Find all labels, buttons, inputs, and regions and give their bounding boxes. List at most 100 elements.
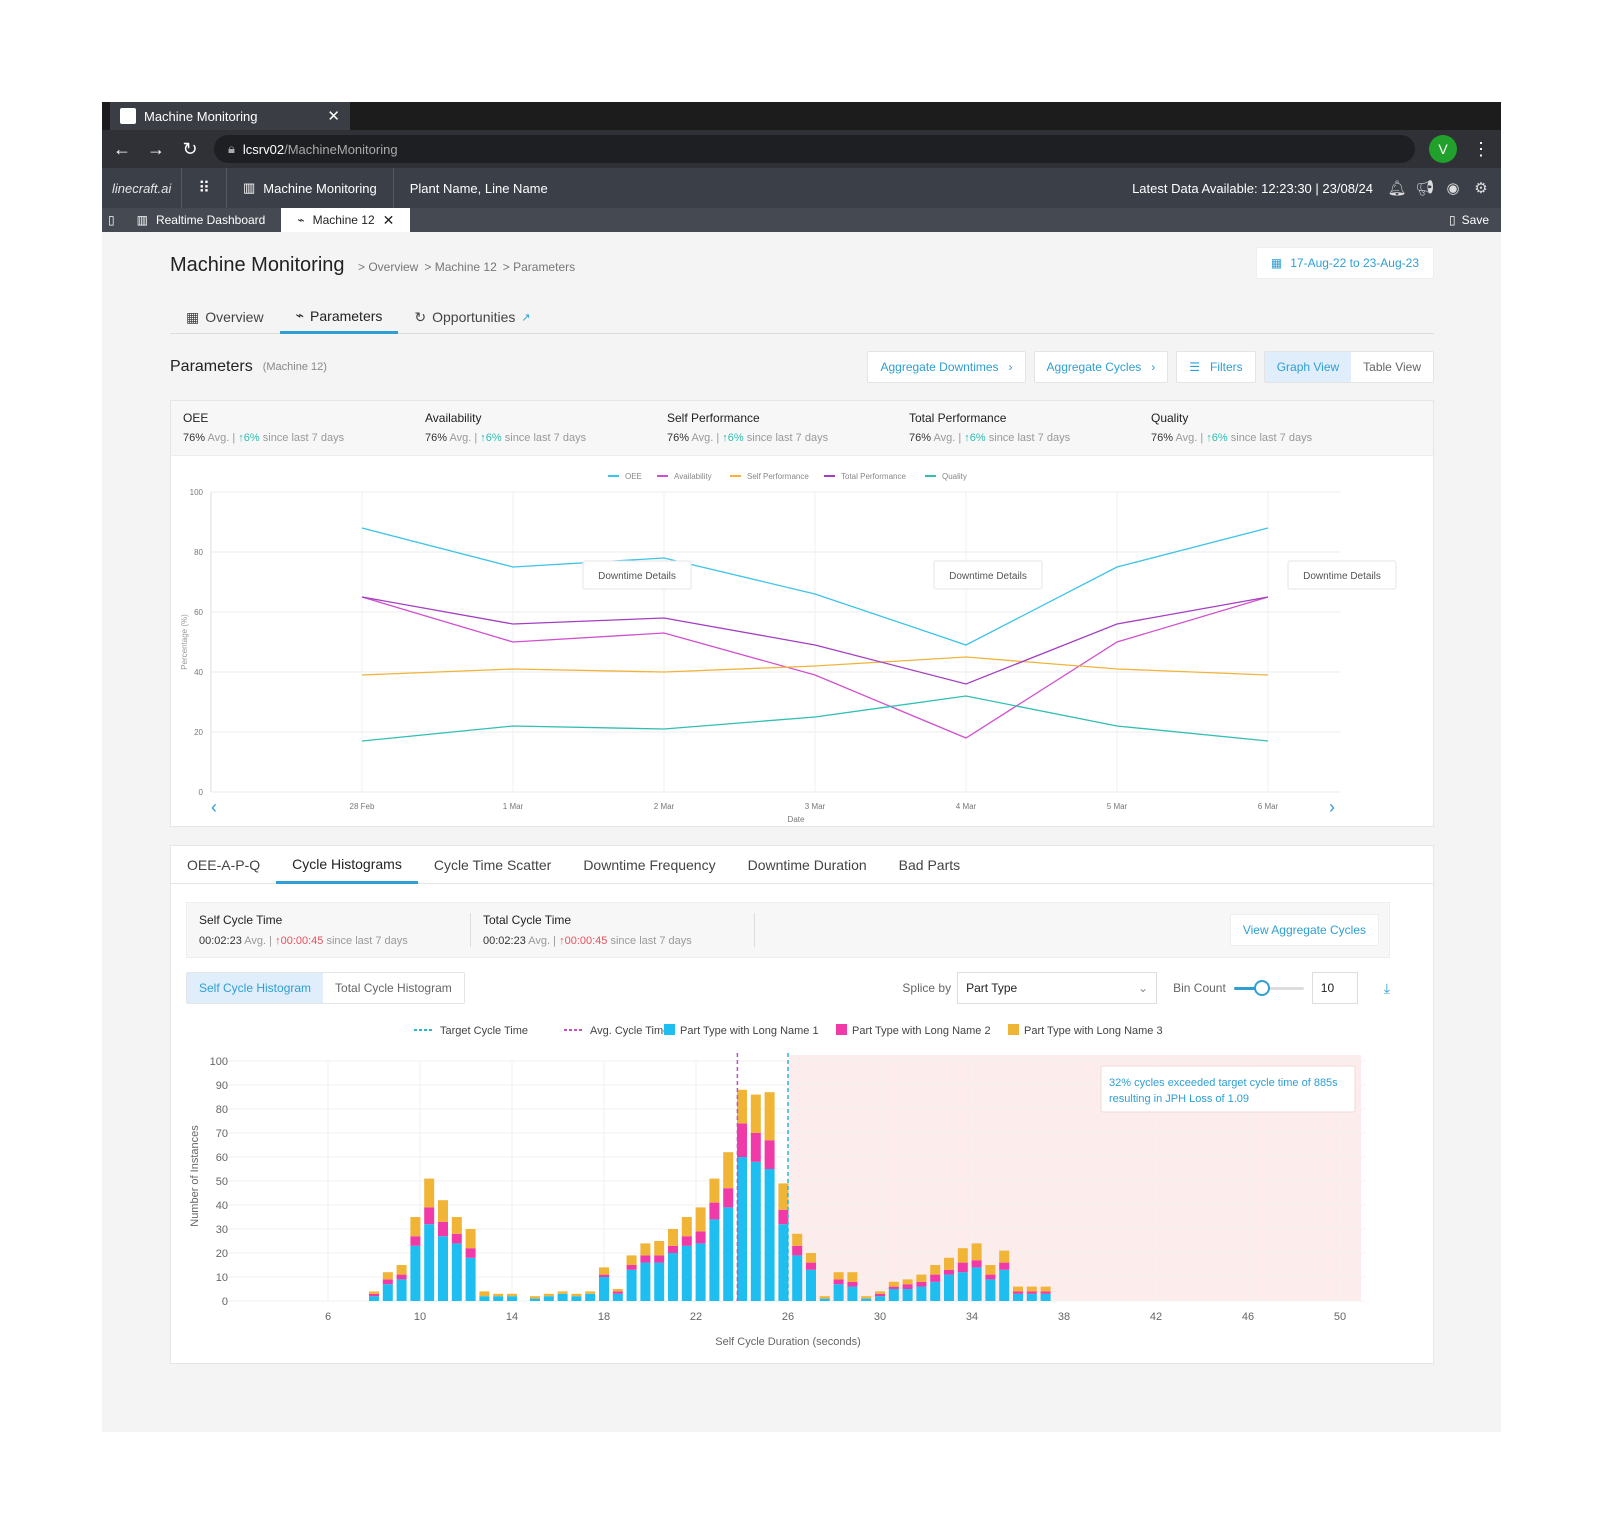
bookmark-icon[interactable]: ▯ <box>108 213 115 227</box>
table-view-button[interactable]: Table View <box>1363 360 1421 374</box>
histogram-bar <box>585 1291 596 1294</box>
analysis-tabs: OEE-A-P-Q Cycle Histograms Cycle Time Sc… <box>171 846 1433 884</box>
kpi-name: Availability <box>425 411 482 425</box>
bin-count-input[interactable]: 10 <box>1311 972 1358 1004</box>
close-tab-icon[interactable]: ✕ <box>327 108 340 125</box>
gear-icon[interactable]: ⚙ <box>1474 180 1488 197</box>
y-tick-label: 60 <box>216 1152 228 1164</box>
crumb-overview[interactable]: > Overview <box>358 260 419 274</box>
browser-tab[interactable]: Machine Monitoring ✕ <box>110 102 350 130</box>
histogram-bar <box>875 1293 885 1297</box>
histogram-bar <box>438 1221 448 1237</box>
x-axis-label: Date <box>788 815 805 824</box>
histogram-bar <box>507 1296 517 1301</box>
histogram-bar <box>681 1245 692 1301</box>
histogram-bar <box>792 1245 803 1256</box>
tab-cycle-histograms[interactable]: Cycle Histograms <box>276 846 418 884</box>
graph-view-button[interactable]: Graph View <box>1264 352 1352 382</box>
histogram-bar <box>626 1265 637 1270</box>
histogram-bar <box>681 1236 692 1246</box>
pulse-icon: ⌁ <box>295 307 305 323</box>
histogram-bar <box>530 1296 540 1299</box>
histogram-bar <box>819 1296 830 1299</box>
histogram-bar <box>999 1269 1010 1301</box>
histogram-bar <box>709 1202 720 1220</box>
legend-label: Availability <box>674 472 712 481</box>
module-switcher[interactable]: ▥ Machine Monitoring <box>227 168 394 208</box>
avatar[interactable]: V <box>1429 135 1457 163</box>
histogram-bar <box>930 1274 941 1282</box>
kpi-since: since last 7 days <box>988 432 1071 444</box>
histogram-bar <box>985 1279 996 1301</box>
histogram-bar <box>723 1152 734 1189</box>
x-tick-label: 1 Mar <box>503 802 524 811</box>
histogram-bar <box>723 1207 734 1301</box>
histogram-bar <box>750 1094 761 1133</box>
crumb-machine[interactable]: > Machine 12 <box>424 260 497 274</box>
save-button[interactable]: ▯ Save <box>1449 213 1501 227</box>
total-cycle-histogram-button[interactable]: Total Cycle Histogram <box>335 981 452 995</box>
histogram-bar <box>438 1236 448 1301</box>
download-icon[interactable]: ⤓ <box>1383 979 1390 996</box>
stat-delta: 00:00:45 <box>564 935 608 947</box>
tab-label: Overview <box>205 309 264 325</box>
apps-grid-icon[interactable]: ⠿ <box>182 168 227 208</box>
filters-button[interactable]: ☰ Filters <box>1176 351 1256 383</box>
legend-label: OEE <box>625 472 642 481</box>
histogram-bar <box>599 1267 609 1275</box>
histogram-bar <box>612 1291 623 1294</box>
megaphone-icon[interactable]: 📢︎ <box>1415 180 1435 197</box>
tab-parameters[interactable]: ⌁ Parameters <box>279 300 399 334</box>
tab-opportunities[interactable]: ↻ Opportunities ↗ <box>398 300 546 334</box>
user-icon[interactable]: ◉ <box>1446 180 1460 197</box>
histogram-bar <box>599 1277 609 1301</box>
tab-overview[interactable]: ▦ Overview <box>170 300 280 334</box>
arrow-up-icon: ↑ <box>480 432 486 444</box>
histogram-bar <box>806 1262 816 1270</box>
histogram-bar <box>640 1255 651 1263</box>
url-field[interactable]: 🔒︎ lcsrv02/MachineMonitoring <box>214 135 1415 163</box>
tab-bad-parts[interactable]: Bad Parts <box>898 857 961 873</box>
oee-line-chart: 0 20 40 60 80 100 28 Feb 1 Mar 2 Mar 3 Mar 4 Mar 5 … <box>180 472 1397 824</box>
back-icon[interactable]: ← <box>113 138 131 159</box>
close-icon[interactable]: ✕ <box>382 211 395 228</box>
button-label: Aggregate Cycles <box>1046 360 1142 374</box>
tab-label: Parameters <box>310 307 383 324</box>
more-menu-icon[interactable]: ⋮ <box>1472 138 1490 159</box>
histogram-bar <box>930 1281 941 1301</box>
bin-count-slider[interactable] <box>1233 978 1304 998</box>
bookmark-icon: ▯ <box>1449 213 1456 227</box>
reload-icon[interactable]: ↻ <box>182 138 198 159</box>
tab-oee-apq[interactable]: OEE-A-P-Q <box>187 857 261 873</box>
histogram-bar <box>1026 1291 1037 1294</box>
tab-cycle-time-scatter[interactable]: Cycle Time Scatter <box>433 857 552 873</box>
tab-realtime-dashboard[interactable]: ▥ Realtime Dashboard <box>121 208 282 232</box>
kpi-delta: 6% <box>969 432 986 444</box>
y-tick-label: 70 <box>216 1128 228 1140</box>
external-link-icon: ↗ <box>521 311 531 324</box>
kpi-oee: OEE 76% Avg. | ↑6% since last 7 days <box>171 401 413 455</box>
tab-downtime-frequency[interactable]: Downtime Frequency <box>583 857 716 873</box>
tab-downtime-duration[interactable]: Downtime Duration <box>747 857 867 873</box>
forward-icon[interactable]: → <box>147 138 165 159</box>
dashboard-icon: ▥ <box>136 213 148 227</box>
total-cycle-stat: Total Cycle Time 00:02:23 Avg. | ↑00:00:4… <box>471 913 755 947</box>
histogram-bar <box>668 1245 678 1253</box>
histogram-bar <box>1040 1286 1051 1292</box>
view-aggregate-cycles-button[interactable]: View Aggregate Cycles <box>1229 914 1379 946</box>
histogram-bar <box>916 1281 927 1287</box>
self-cycle-histogram-button[interactable]: Self Cycle Histogram <box>187 973 324 1003</box>
slider-handle[interactable] <box>1253 980 1270 996</box>
plant-selector[interactable]: Plant Name, Line Name <box>409 180 548 196</box>
crumb-parameters[interactable]: > Parameters <box>502 260 576 274</box>
date-range-picker[interactable]: ▦ 17-Aug-22 to 23-Aug-23 <box>1255 247 1434 279</box>
y-tick-label: 40 <box>216 1200 228 1212</box>
tab-machine-12[interactable]: ⌁ Machine 12 ✕ <box>281 208 411 232</box>
bell-icon[interactable]: 🔔︎ <box>1387 180 1407 197</box>
aggregate-cycles-button[interactable]: Aggregate Cycles › <box>1033 351 1169 383</box>
splice-value: Part Type <box>966 981 1018 995</box>
x-tick-label: 26 <box>782 1311 794 1323</box>
kpi-avg: Avg. <box>691 432 714 444</box>
aggregate-downtimes-button[interactable]: Aggregate Downtimes › <box>867 351 1026 383</box>
splice-select[interactable]: Part Type ⌄ <box>957 972 1158 1004</box>
